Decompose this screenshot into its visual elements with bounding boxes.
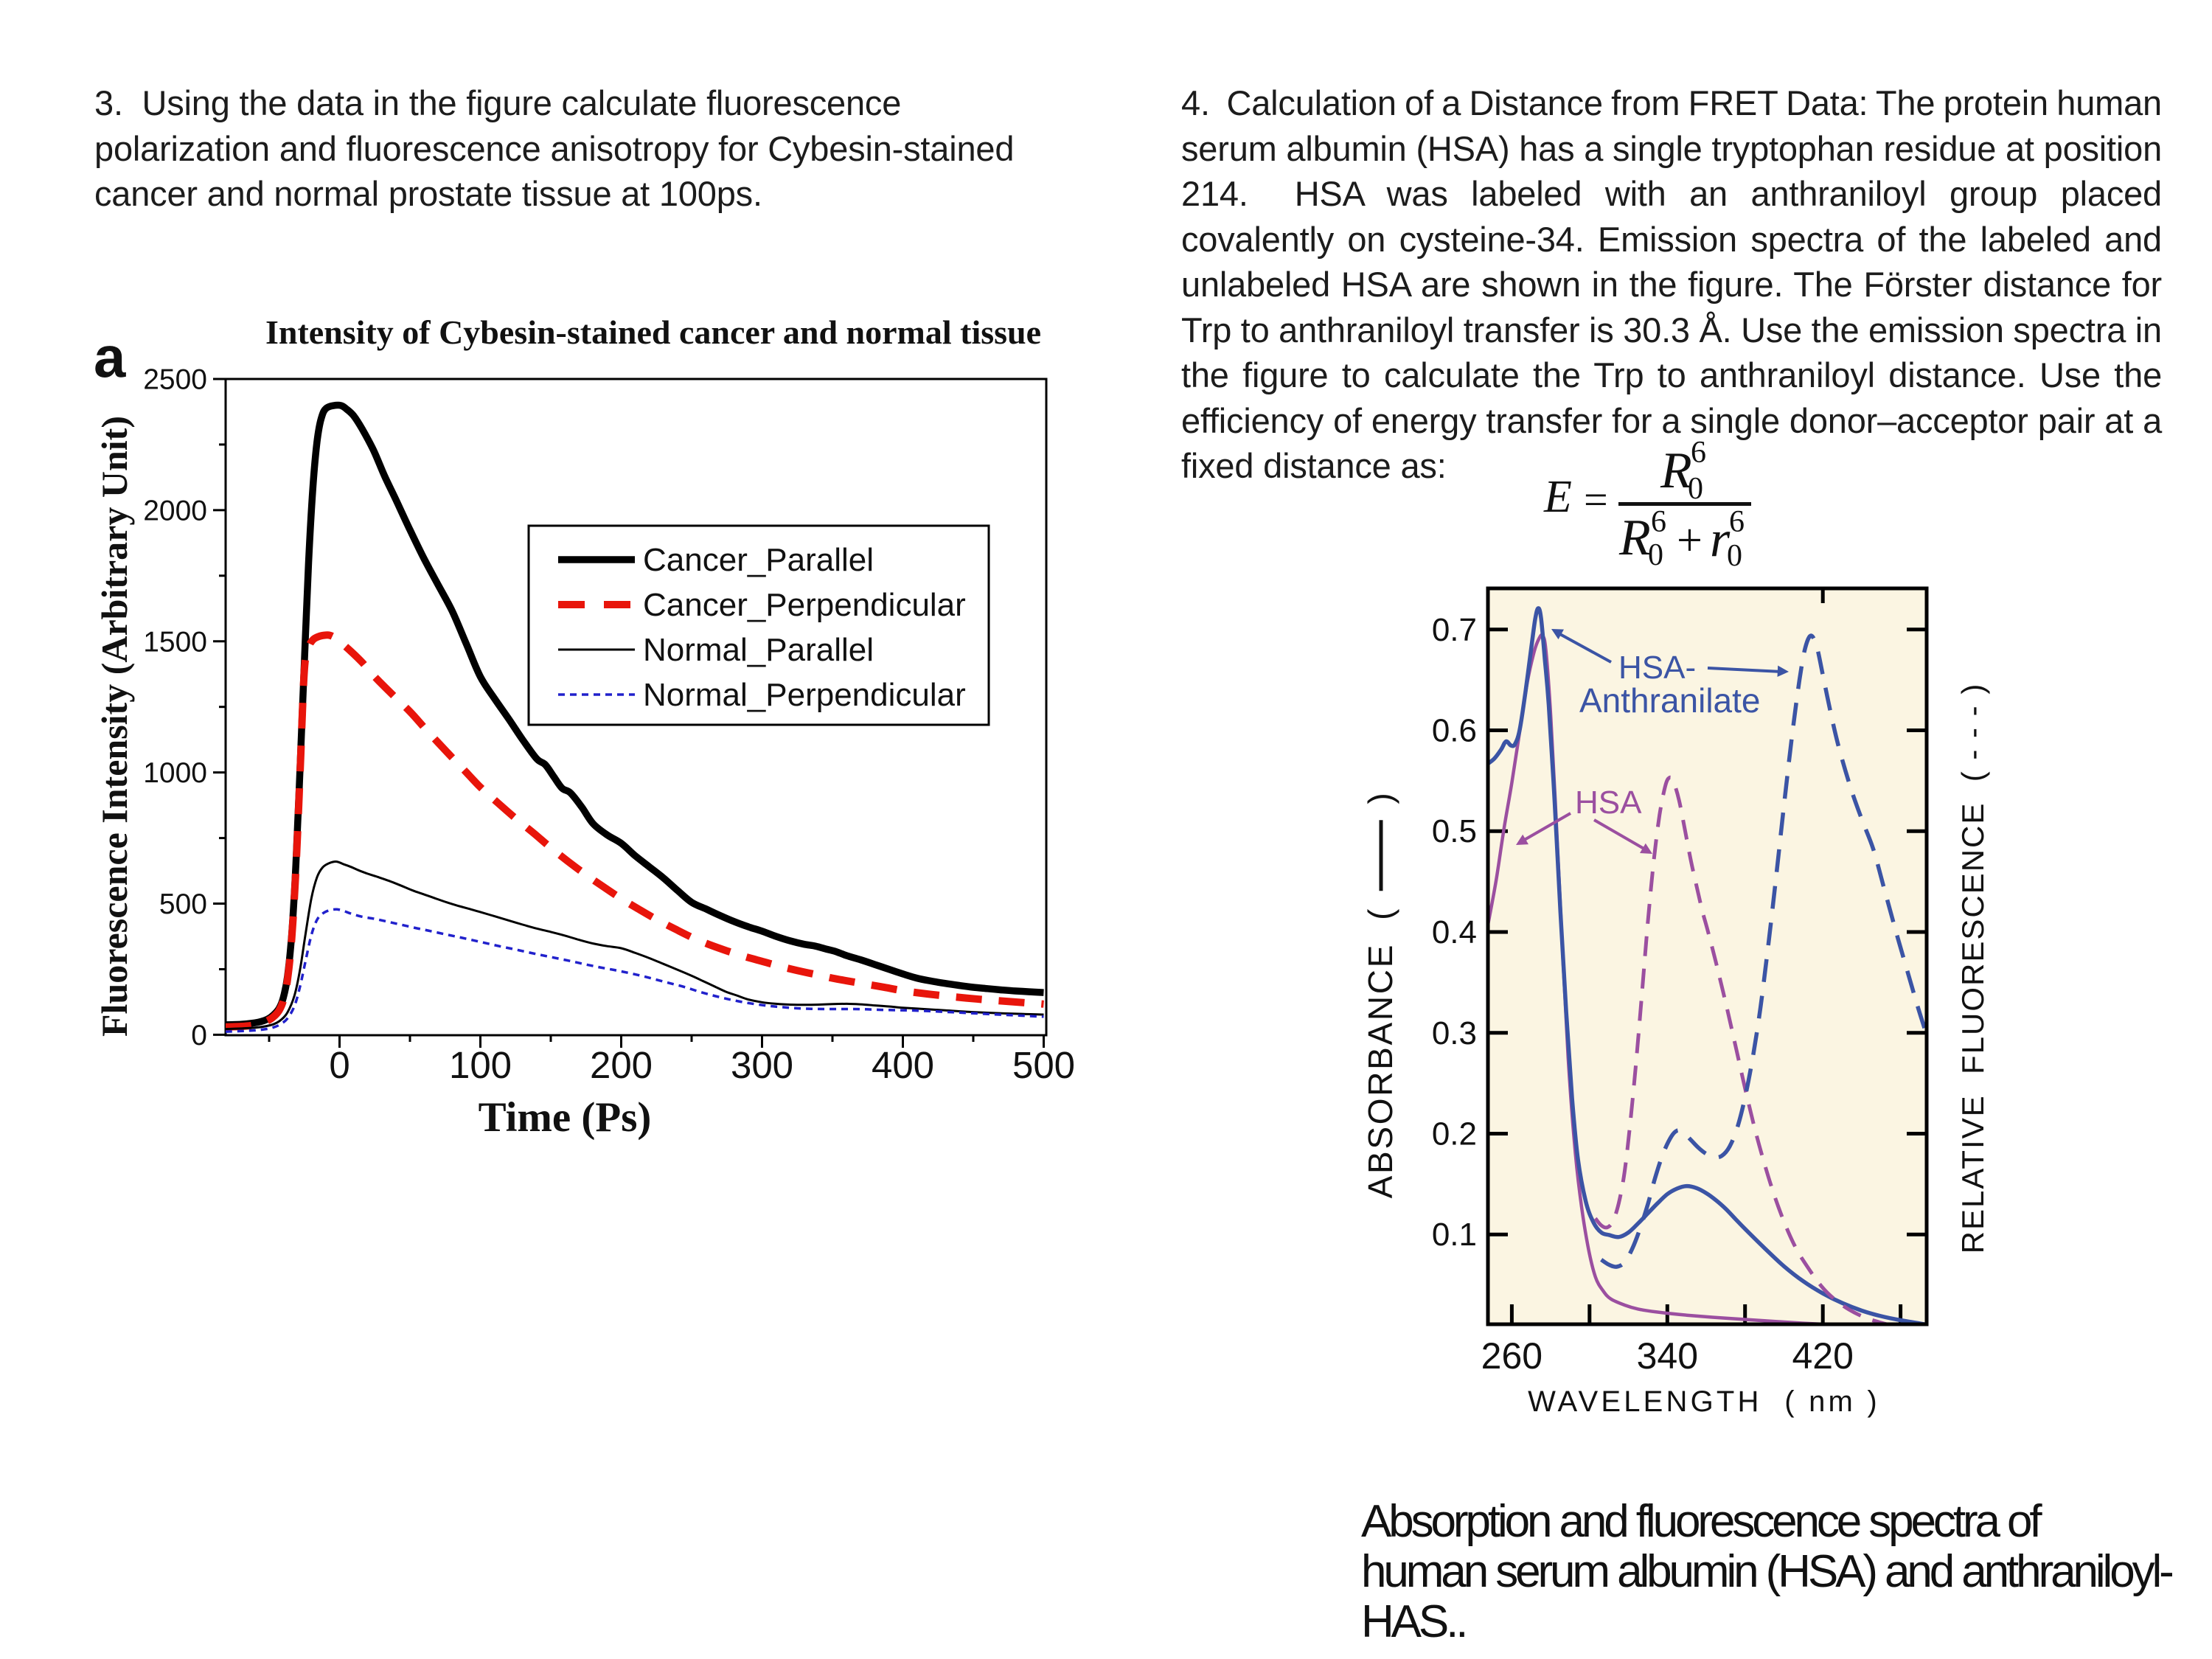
svg-text:0: 0 [329,1044,349,1086]
svg-text:2500: 2500 [143,364,207,396]
svg-text:R: R [1618,509,1651,566]
svg-text:260: 260 [1481,1335,1543,1377]
svg-text:Fluorescence Intensity (Arbitr: Fluorescence Intensity (Arbitrary Unit) [94,416,135,1037]
svg-text:0.6: 0.6 [1432,713,1477,749]
svg-text:Normal_Perpendicular: Normal_Perpendicular [643,677,966,713]
svg-text:Anthranilate: Anthranilate [1579,681,1761,720]
svg-text:0: 0 [1648,538,1663,572]
svg-text:Cancer_Parallel: Cancer_Parallel [643,542,874,578]
svg-text:0.1: 0.1 [1432,1217,1477,1253]
svg-text:1000: 1000 [143,757,207,789]
svg-text:HSA-: HSA- [1618,650,1696,686]
svg-text:R: R [1660,442,1692,499]
svg-text:0.2: 0.2 [1432,1116,1477,1152]
svg-text:WAVELENGTH ( nm ): WAVELENGTH ( nm ) [1528,1385,1880,1418]
svg-text:Cancer_Perpendicular: Cancer_Perpendicular [643,587,966,623]
svg-text:E: E [1543,472,1572,522]
svg-text:400: 400 [872,1044,934,1086]
svg-text:500: 500 [159,888,207,920]
svg-text:6: 6 [1729,505,1745,539]
svg-text:0.7: 0.7 [1432,612,1477,648]
svg-text:Normal_Parallel: Normal_Parallel [643,632,874,668]
svg-text:6: 6 [1651,505,1666,539]
svg-text:HSA: HSA [1575,785,1642,821]
svg-text:0.5: 0.5 [1432,813,1477,849]
svg-text:1500: 1500 [143,626,207,658]
svg-text:100: 100 [449,1044,512,1086]
svg-text:0.3: 0.3 [1432,1015,1477,1051]
svg-text:420: 420 [1792,1335,1853,1377]
svg-text:500: 500 [1012,1044,1075,1086]
svg-text:2000: 2000 [143,495,207,526]
svg-text:0: 0 [1688,472,1703,506]
svg-text:200: 200 [590,1044,653,1086]
svg-text:Time (Ps): Time (Ps) [479,1094,652,1141]
svg-text:0: 0 [1727,539,1742,573]
svg-text:=: = [1584,476,1608,524]
svg-text:340: 340 [1637,1335,1698,1377]
svg-text:300: 300 [731,1044,793,1086]
svg-text:a: a [94,324,126,389]
svg-text:RELATIVE FLUORESCENCE ( - -: RELATIVE FLUORESCENCE ( - - - ) [1955,683,1990,1254]
svg-text:r: r [1710,511,1731,568]
svg-text:0: 0 [191,1020,207,1051]
svg-text:0.4: 0.4 [1432,914,1477,950]
svg-text:Intensity of Cybesin-stained c: Intensity of Cybesin-stained cancer and … [265,313,1041,351]
svg-text:6: 6 [1691,436,1706,470]
svg-text:+: + [1677,515,1703,566]
